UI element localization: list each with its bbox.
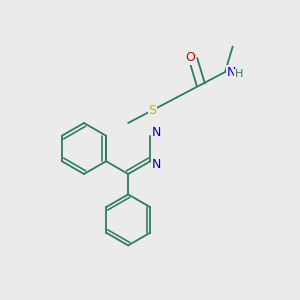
Text: N: N — [152, 158, 161, 171]
Text: S: S — [148, 104, 156, 117]
Text: H: H — [235, 69, 243, 80]
Text: N: N — [226, 65, 236, 79]
Text: O: O — [185, 51, 195, 64]
Text: N: N — [152, 126, 161, 139]
